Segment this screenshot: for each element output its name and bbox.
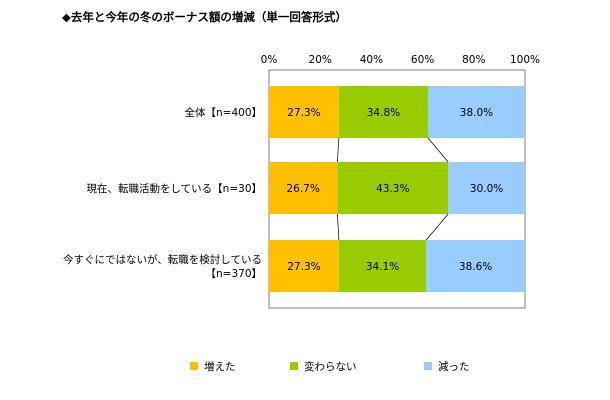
x-tick-label: 20%	[309, 54, 332, 66]
data-label: 38.6%	[459, 261, 492, 273]
bar-segment	[426, 240, 525, 292]
data-label: 27.3%	[287, 261, 320, 273]
legend-label: 減った	[438, 360, 470, 373]
bar-segment	[427, 86, 525, 138]
x-tick-label: 60%	[411, 54, 434, 66]
bar-segment	[448, 162, 525, 214]
x-tick-label: 40%	[360, 54, 383, 66]
series-line	[337, 213, 340, 241]
category-label: 【n=370】	[206, 268, 263, 280]
legend-swatch	[424, 362, 432, 370]
bar-segment	[269, 240, 339, 292]
data-label: 43.3%	[376, 183, 409, 195]
bar-segment	[338, 86, 428, 138]
data-label: 30.0%	[470, 183, 503, 195]
legend-swatch	[290, 362, 298, 370]
legend-label: 変わらない	[304, 360, 357, 373]
category-label: 今すぐにではないが、転職を検討している	[63, 253, 262, 266]
x-tick-label: 0%	[261, 54, 278, 66]
legend-label: 増えた	[204, 360, 236, 373]
series-line	[337, 137, 340, 163]
data-label: 34.8%	[367, 107, 400, 119]
data-label: 38.0%	[460, 107, 493, 119]
data-label: 26.7%	[286, 183, 319, 195]
x-tick-label: 100%	[510, 54, 540, 66]
series-line	[427, 137, 449, 163]
bar-segment	[269, 162, 338, 214]
legend-swatch	[190, 362, 198, 370]
chart-title: ◆去年と今年の冬のボーナス額の増減（単一回答形式）	[62, 10, 347, 24]
bar-segment	[337, 162, 449, 214]
data-label: 27.3%	[287, 107, 320, 119]
category-label: 全体【n=400】	[185, 106, 263, 119]
data-label: 34.1%	[366, 261, 399, 273]
x-tick-label: 80%	[462, 54, 485, 66]
category-label: 現在、転職活動をしている【n=30】	[87, 182, 263, 195]
bar-segment	[269, 86, 339, 138]
series-line	[425, 213, 449, 241]
bar-segment	[338, 240, 427, 292]
